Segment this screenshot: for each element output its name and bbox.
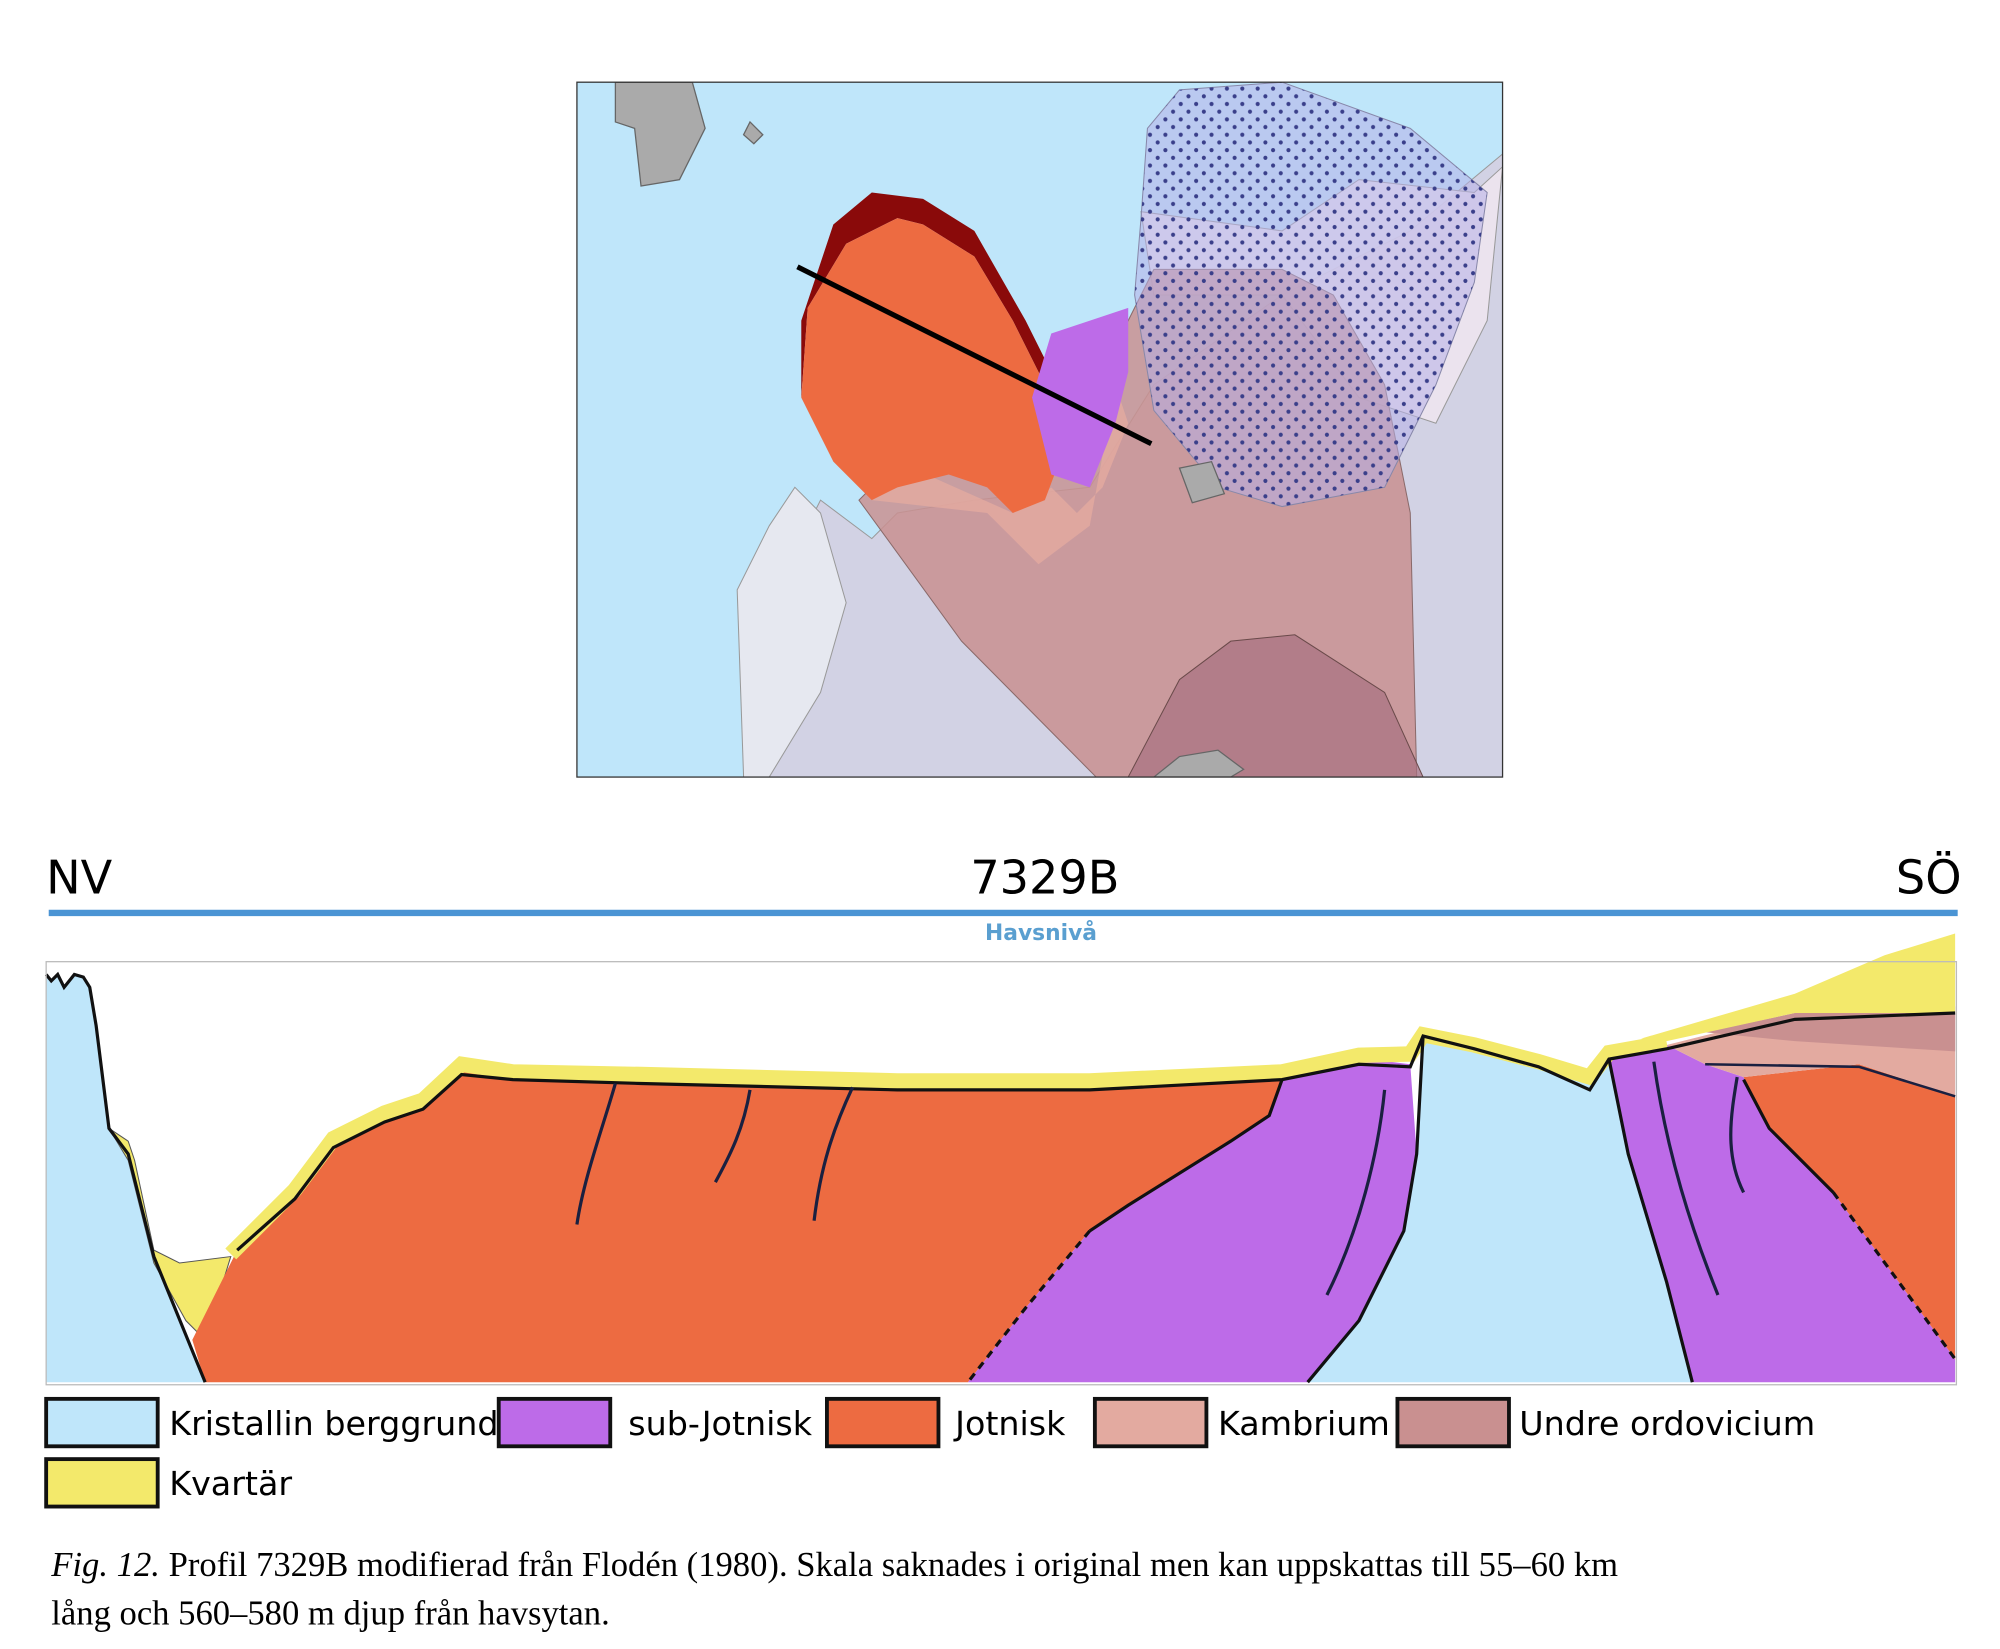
legend-swatch xyxy=(1092,1396,1209,1449)
lower-ordovician xyxy=(1705,1012,1956,1052)
profile-title: 7329B xyxy=(970,851,1119,905)
legend-label: Kristallin berggrund xyxy=(169,1404,498,1443)
profile-line xyxy=(796,264,1153,447)
jotnian xyxy=(192,1064,1295,1383)
map-area xyxy=(736,486,847,778)
fault-dashed xyxy=(966,1229,1091,1384)
map-area xyxy=(1134,82,1488,507)
legend-label: Undre ordovicium xyxy=(1519,1404,1815,1443)
crystalline xyxy=(1307,1032,1693,1383)
crystalline xyxy=(46,974,206,1383)
island xyxy=(742,120,764,145)
legend-label: Kvartär xyxy=(169,1464,292,1503)
legend-label: sub-Jotnisk xyxy=(628,1404,813,1443)
quaternary xyxy=(1641,933,1956,1042)
map-area xyxy=(1032,307,1129,488)
quaternary xyxy=(225,1026,1669,1260)
caption-line: Profil 7329B modifierad från Flodén (198… xyxy=(169,1546,1619,1584)
legend-swatch xyxy=(825,1396,941,1449)
map xyxy=(576,82,1503,778)
sub-jotnian xyxy=(1608,1045,1956,1383)
legend: Kristallin berggrund sub-Jotnisk Jotnisk Ka… xyxy=(44,1396,1815,1509)
island xyxy=(614,82,706,187)
profile xyxy=(44,933,1958,1386)
legend-swatch xyxy=(1395,1396,1511,1449)
outline xyxy=(1742,1078,1835,1194)
caption-line: lång och 560–580 m djup från havsytan. xyxy=(51,1595,609,1633)
legend-swatch xyxy=(496,1396,613,1449)
legend-label: Jotnisk xyxy=(953,1404,1066,1443)
fault xyxy=(575,1061,1746,1296)
outline xyxy=(1088,1079,1284,1233)
island xyxy=(1152,749,1245,778)
profile-frame xyxy=(45,961,1958,1386)
island xyxy=(1178,460,1226,504)
sub-jotnian xyxy=(967,1057,1417,1383)
caption: Fig. 12. Profil 7329B modifierad från Fl… xyxy=(50,1546,1626,1633)
legend-swatch xyxy=(44,1396,160,1449)
map-area xyxy=(1127,634,1424,778)
outline xyxy=(1306,1035,1425,1384)
map-area xyxy=(801,218,1065,513)
left-label: NV xyxy=(46,851,113,905)
legend-label: Kambrium xyxy=(1218,1404,1390,1443)
legend-swatch xyxy=(44,1457,160,1509)
map-area xyxy=(871,384,1129,565)
outline xyxy=(1607,1058,1694,1383)
map-frame xyxy=(576,81,1504,778)
fault-dashed xyxy=(1832,1191,1957,1361)
sea-level-label: Havsnivå xyxy=(985,920,1097,946)
outline xyxy=(44,971,207,1383)
right-label: SÖ xyxy=(1896,851,1962,905)
outline xyxy=(1705,1062,1956,1098)
caption-label: Fig. 12. xyxy=(50,1546,160,1584)
